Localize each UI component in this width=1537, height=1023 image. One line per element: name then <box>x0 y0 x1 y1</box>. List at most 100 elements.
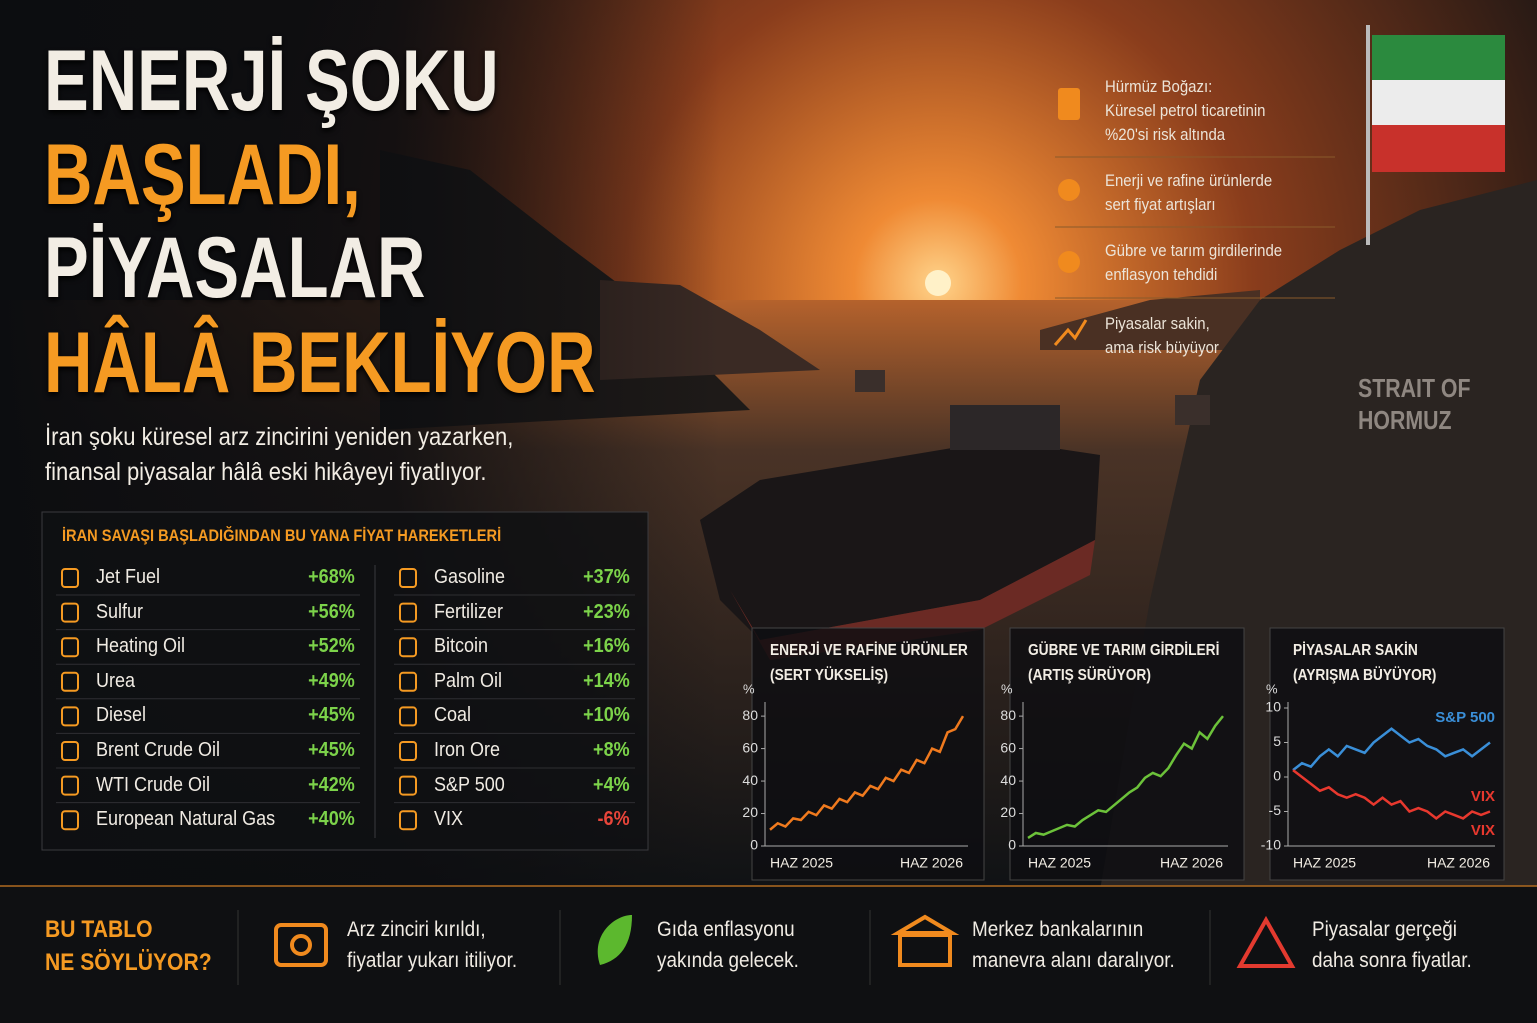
x-tick-label: HAZ 2025 <box>1293 855 1356 871</box>
y-axis-label: % <box>1001 681 1013 696</box>
chart-title: PİYASALAR SAKİN <box>1293 641 1418 659</box>
item-change: -6% <box>597 808 630 831</box>
headline: HÂLÂ BEKLİYOR <box>44 315 596 411</box>
row-icon <box>61 741 79 761</box>
item-name: Coal <box>434 704 472 727</box>
footer-text: manevra alanı daralıyor. <box>972 949 1175 972</box>
y-tick-label: 40 <box>1000 772 1016 788</box>
chart-title: GÜBRE VE TARIM GİRDİLERİ <box>1028 641 1219 659</box>
legend-label: VIX <box>1471 822 1495 839</box>
row-icon <box>399 810 417 831</box>
y-tick-label: 80 <box>742 707 758 723</box>
y-tick-label: 60 <box>742 739 758 755</box>
line <box>1027 715 1224 839</box>
side-note: ama risk büyüyor <box>1105 338 1219 357</box>
chart-subtitle: (ARTIŞ SÜRÜYOR) <box>1028 666 1151 684</box>
row-icon <box>399 568 417 588</box>
side-note: Küresel petrol ticaretinin <box>1105 101 1266 120</box>
item-name: Urea <box>96 669 136 692</box>
chart-subtitle: (SERT YÜKSELİŞ) <box>770 666 888 684</box>
y-axis-label: % <box>1266 681 1278 696</box>
item-change: +14% <box>583 669 630 692</box>
y-tick-label: 40 <box>742 772 758 788</box>
item-name: Heating Oil <box>96 635 186 658</box>
row-icon <box>61 671 79 692</box>
item-change: +42% <box>308 773 355 796</box>
line <box>1292 769 1491 820</box>
item-name: European Natural Gas <box>96 808 276 831</box>
y-tick-label: 10 <box>1265 699 1281 715</box>
side-note: Hürmüz Boğazı: <box>1105 77 1213 96</box>
item-change: +16% <box>583 635 630 658</box>
item-change: +68% <box>308 566 355 588</box>
item-change: +10% <box>583 704 630 727</box>
chart-title: ENERJİ VE RAFİNE ÜRÜNLER <box>770 641 968 659</box>
y-tick-label: 0 <box>1008 837 1016 853</box>
headline: BAŞLADI, <box>44 127 361 223</box>
item-change: +37% <box>583 566 630 588</box>
item-change: +40% <box>308 808 355 831</box>
item-name: Fertilizer <box>434 600 504 623</box>
item-name: Diesel <box>96 704 147 727</box>
side-note: %20'si risk altında <box>1105 125 1226 144</box>
table-title: İRAN SAVAŞI BAŞLADIĞINDAN BU YANA FİYAT … <box>62 526 502 545</box>
y-tick-label: 20 <box>1000 804 1016 820</box>
x-tick-label: HAZ 2025 <box>770 855 833 871</box>
item-change: +49% <box>308 669 355 692</box>
y-tick-label: 60 <box>1000 739 1016 755</box>
side-note: enflasyon tehdidi <box>1105 265 1218 284</box>
y-tick-label: 80 <box>1000 707 1016 723</box>
footer-title: BU TABLO <box>45 916 153 943</box>
side-note: Gübre ve tarım girdilerinde <box>1105 241 1283 260</box>
item-change: +56% <box>308 600 355 623</box>
x-tick-label: HAZ 2026 <box>900 855 963 871</box>
chart-subtitle: (AYRIŞMA BÜYÜYOR) <box>1293 666 1436 684</box>
y-axis-label: % <box>743 681 755 696</box>
row-icon <box>61 706 79 727</box>
item-name: S&P 500 <box>434 773 505 796</box>
subtitle: İran şoku küresel arz zincirini yeniden … <box>45 423 514 451</box>
item-name: Bitcoin <box>434 635 489 658</box>
item-name: Palm Oil <box>434 669 503 692</box>
legend-label: VIX <box>1471 788 1495 805</box>
y-tick-label: -10 <box>1261 837 1281 853</box>
footer-text: yakında gelecek. <box>657 949 799 972</box>
row-icon <box>399 671 417 692</box>
item-name: Jet Fuel <box>96 566 161 588</box>
footer-text: daha sonra fiyatlar. <box>1312 949 1472 972</box>
footer-text: Merkez bankalarının <box>972 918 1144 941</box>
item-name: Gasoline <box>434 566 506 588</box>
legend-label: S&P 500 <box>1435 709 1495 726</box>
map-label: HORMUZ <box>1358 405 1452 435</box>
x-tick-label: HAZ 2026 <box>1427 855 1490 871</box>
item-change: +4% <box>593 773 630 796</box>
row-icon <box>399 775 417 796</box>
footer-title: NE SÖYLÜYOR? <box>45 949 212 976</box>
map-label: STRAIT OF <box>1358 373 1471 403</box>
item-change: +8% <box>593 739 630 761</box>
y-tick-label: 0 <box>1273 768 1281 784</box>
item-change: +23% <box>583 600 630 623</box>
y-tick-label: -5 <box>1269 802 1282 818</box>
y-tick-label: 20 <box>742 804 758 820</box>
y-tick-label: 0 <box>750 837 758 853</box>
line <box>1292 727 1491 772</box>
footer-text: fiyatlar yukarı itiliyor. <box>347 949 518 972</box>
headline: ENERJİ ŞOKU <box>44 33 499 129</box>
item-name: WTI Crude Oil <box>96 773 211 796</box>
row-icon <box>61 568 79 588</box>
side-note: Enerji ve rafine ürünlerde <box>1105 171 1273 190</box>
footer-text: Piyasalar gerçeği <box>1312 918 1457 941</box>
x-tick-label: HAZ 2026 <box>1160 855 1223 871</box>
line <box>769 715 965 831</box>
subtitle: finansal piyasalar hâlâ eski hikâyeyi fi… <box>45 458 487 486</box>
x-tick-label: HAZ 2025 <box>1028 855 1091 871</box>
item-change: +52% <box>308 635 355 658</box>
item-name: Iron Ore <box>434 739 501 761</box>
row-icon <box>61 637 79 658</box>
row-icon <box>61 810 79 831</box>
item-change: +45% <box>308 739 355 761</box>
side-note: Piyasalar sakin, <box>1105 314 1210 333</box>
